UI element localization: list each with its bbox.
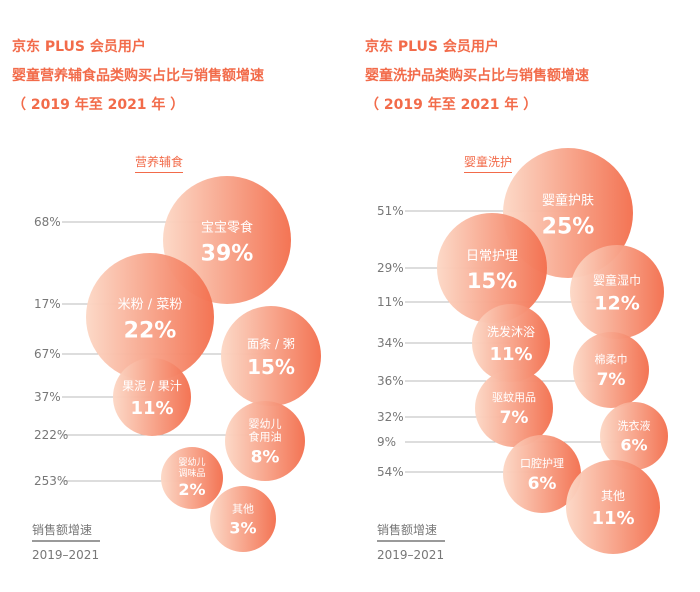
bubble: [113, 358, 191, 436]
growth-label: 29%: [377, 261, 404, 275]
growth-label: 51%: [377, 204, 404, 218]
bubble: [437, 213, 547, 323]
bubble-name-label: 面条 / 粥: [247, 337, 295, 351]
bubble-name-label: 其他: [601, 489, 625, 503]
bubble-name-label: 米粉 / 菜粉: [118, 298, 183, 313]
growth-label: 9%: [377, 435, 396, 449]
bubble-share-label: 15%: [247, 355, 295, 379]
bubble-share-label: 2%: [178, 480, 205, 499]
bubble-name-label: 婴童湿巾: [593, 273, 641, 288]
bubble-name-label: 驱蚊用品: [492, 390, 536, 404]
bubble-share-label: 7%: [597, 370, 626, 390]
bubble: [600, 402, 668, 470]
bubble-name-label: 婴幼儿: [178, 456, 205, 468]
left-title-line-1: 京东 PLUS 会员用户: [12, 39, 146, 55]
growth-label: 17%: [34, 297, 61, 311]
bubble-share-label: 8%: [251, 448, 280, 468]
bubble-share-label: 39%: [201, 242, 254, 267]
growth-label: 68%: [34, 215, 61, 229]
bubble-name-label: 棉柔巾: [595, 352, 628, 366]
growth-label: 37%: [34, 390, 61, 404]
left-legend: 销售额增速 2019–2021: [32, 521, 100, 562]
right-bubble-chart: 51% 29% 11% 34% 36% 32% 9% 54% 婴童护肤 25% 日常护理 15% 婴童湿…: [377, 148, 668, 554]
bubble: [161, 447, 223, 509]
bubble: [475, 369, 553, 447]
growth-label: 32%: [377, 410, 404, 424]
left-chart-panel: 京东 PLUS 会员用户 婴童营养辅食品类购买占比与销售额增速 （ 2019 年…: [12, 33, 321, 562]
right-title-line-1: 京东 PLUS 会员用户: [365, 39, 499, 55]
bubble: [210, 486, 276, 552]
right-chart-title: 京东 PLUS 会员用户 婴童洗护品类购买占比与销售额增速 （ 2019 年至 …: [365, 33, 589, 120]
right-category-label: 婴童洗护: [464, 153, 513, 173]
bubble: [221, 306, 321, 406]
growth-label: 222%: [34, 428, 68, 442]
bubble-share-label: 11%: [130, 398, 173, 419]
growth-label: 11%: [377, 295, 404, 309]
growth-label: 34%: [377, 336, 404, 350]
bubble-name-label: 日常护理: [466, 249, 518, 264]
growth-label: 36%: [377, 374, 404, 388]
growth-label: 54%: [377, 465, 404, 479]
bubble: [472, 304, 550, 382]
right-legend: 销售额增速 2019–2021: [377, 521, 445, 562]
bubble-share-label: 3%: [229, 519, 256, 538]
bubble: [566, 460, 660, 554]
bubble-share-label: 11%: [489, 344, 532, 365]
right-title-line-2: 婴童洗护品类购买占比与销售额增速: [365, 68, 589, 84]
bubble: [225, 401, 305, 481]
bubble-share-label: 15%: [467, 269, 517, 293]
bubble: [86, 253, 214, 381]
bubble: [503, 435, 581, 513]
bubble: [570, 245, 664, 339]
bubble-share-label: 6%: [528, 474, 557, 494]
growth-label: 67%: [34, 347, 61, 361]
bubble: [573, 332, 649, 408]
bubble-name-label: 调味品: [178, 467, 205, 479]
bubble-share-label: 22%: [124, 319, 177, 344]
bubble-name-label: 食用油: [249, 430, 282, 444]
bubble-share-label: 11%: [591, 508, 634, 529]
right-title-line-3: （ 2019 年至 2021 年 ）: [365, 97, 538, 113]
bubble-name-label: 其他: [232, 503, 254, 516]
growth-label: 253%: [34, 474, 68, 488]
left-category-label: 营养辅食: [135, 153, 184, 173]
bubble-name-label: 洗衣液: [618, 419, 651, 433]
bubble-name-label: 洗发沐浴: [487, 324, 535, 339]
bubble-name-label: 口腔护理: [520, 456, 564, 470]
bubble-share-label: 7%: [500, 408, 529, 428]
bubble-name-label: 婴童护肤: [542, 193, 594, 209]
left-legend-period: 2019–2021: [32, 548, 100, 562]
bubble-name-label: 果泥 / 果汁: [122, 379, 182, 393]
bubble-name-label: 婴幼儿: [249, 418, 282, 431]
left-title-line-3: （ 2019 年至 2021 年 ）: [12, 97, 185, 113]
bubble-share-label: 25%: [542, 215, 595, 240]
left-title-line-2: 婴童营养辅食品类购买占比与销售额增速: [12, 68, 264, 84]
left-chart-title: 京东 PLUS 会员用户 婴童营养辅食品类购买占比与销售额增速 （ 2019 年…: [12, 33, 264, 120]
bubble-share-label: 6%: [620, 436, 647, 455]
left-bubble-chart: 68% 17% 67% 37% 222% 253% 宝宝零食 39% 米粉 / 菜粉 22% 面条 …: [34, 176, 321, 552]
bubble-share-label: 12%: [594, 293, 639, 315]
right-legend-label: 销售额增速: [377, 521, 445, 542]
right-legend-period: 2019–2021: [377, 548, 445, 562]
right-chart-panel: 京东 PLUS 会员用户 婴童洗护品类购买占比与销售额增速 （ 2019 年至 …: [350, 0, 700, 592]
left-legend-label: 销售额增速: [32, 521, 100, 542]
bubble-name-label: 宝宝零食: [201, 220, 253, 236]
